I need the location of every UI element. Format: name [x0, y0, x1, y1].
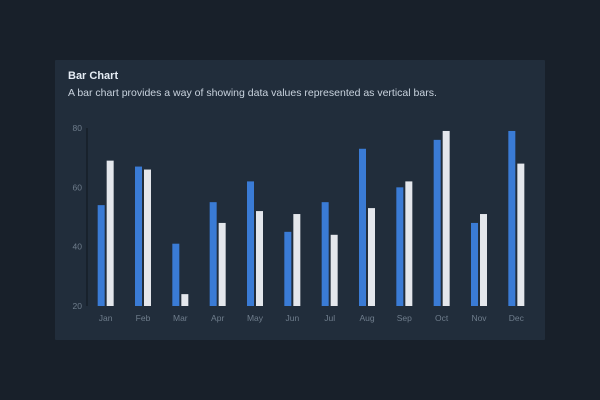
bar-series-2: [330, 234, 338, 306]
bar-series-1: [321, 202, 329, 306]
x-tick-label: Aug: [359, 313, 374, 323]
bar-series-2: [144, 169, 151, 306]
y-tick-label: 20: [73, 301, 83, 311]
bar-series-1: [433, 139, 441, 306]
x-tick-label: Feb: [136, 313, 151, 323]
bar-chart: 20 40 60 80 Jan Feb Mar Apr May Jun Jul Aug Sep Oct No…: [73, 123, 525, 323]
x-tick-label: Jul: [324, 313, 335, 323]
bar-series-1: [135, 166, 142, 306]
bar-series-2: [368, 208, 375, 306]
bar-series-2: [517, 163, 525, 306]
bar-series-2: [480, 214, 487, 306]
bar-series-1: [359, 148, 366, 306]
x-tick-label: Sep: [397, 313, 412, 323]
x-tick-label: Jan: [99, 313, 113, 323]
chart-description: A bar chart provides a way of showing da…: [68, 87, 437, 99]
chart-title: Bar Chart: [68, 70, 119, 82]
bar-series-2: [293, 214, 301, 306]
bar-series-1: [471, 222, 478, 306]
y-tick-label: 60: [73, 182, 83, 192]
x-tick-label: Nov: [471, 313, 487, 323]
bar-series-1: [172, 243, 180, 306]
x-tick-label: May: [247, 313, 264, 323]
y-tick-label: 40: [73, 242, 83, 252]
chart-card: Bar Chart A bar chart provides a way of …: [55, 60, 545, 340]
bar-series-2: [181, 294, 189, 306]
bar-series-1: [508, 130, 516, 306]
y-tick-label: 80: [73, 123, 83, 133]
x-tick-label: Dec: [509, 313, 525, 323]
bar-series-2: [442, 130, 450, 306]
x-tick-label: Apr: [211, 313, 224, 323]
bar-series-1: [209, 202, 217, 306]
bar-series-2: [256, 211, 263, 306]
bar-series-2: [218, 222, 226, 306]
x-tick-label: Oct: [435, 313, 449, 323]
bar-series-1: [247, 181, 254, 306]
bar-series-1: [396, 187, 404, 306]
x-tick-label: Mar: [173, 313, 188, 323]
bar-series-1: [97, 205, 105, 306]
bar-series-2: [106, 160, 114, 306]
x-tick-label: Jun: [285, 313, 299, 323]
bar-series-1: [284, 231, 292, 306]
bar-series-2: [405, 181, 413, 306]
